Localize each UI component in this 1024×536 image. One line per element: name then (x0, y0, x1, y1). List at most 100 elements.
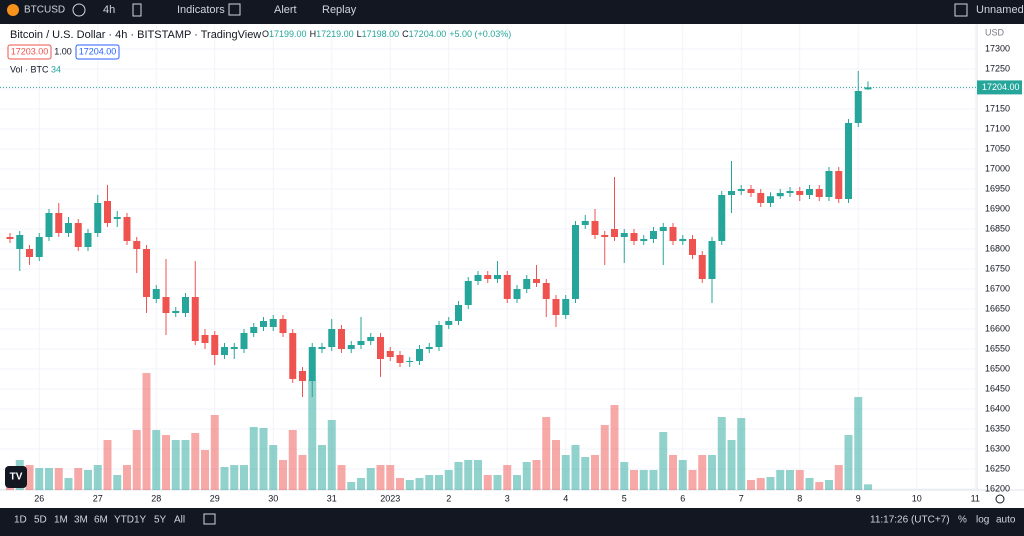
settings[interactable] (995, 494, 1005, 504)
candle-body (533, 279, 540, 283)
candle-body (601, 235, 609, 237)
candle-body (406, 361, 414, 362)
candle-body (113, 217, 121, 219)
bid: 17203.00 (11, 46, 49, 56)
volume-bar (678, 460, 687, 490)
candle-body (74, 223, 82, 247)
range-button[interactable]: 6M (94, 515, 108, 526)
candle-body (767, 196, 774, 203)
candle-body (845, 123, 852, 199)
volume-bar (747, 480, 755, 490)
candle-body (698, 255, 706, 279)
range-button[interactable]: 1Y (134, 515, 147, 526)
c: 17204.00 (409, 29, 447, 39)
o-label: O (262, 29, 269, 39)
volume-bar (396, 478, 404, 490)
chart-type[interactable] (132, 3, 142, 17)
volume-bar (240, 465, 248, 490)
volume-bar (474, 460, 482, 490)
volume-bar (405, 480, 414, 490)
x-tick-label: 28 (151, 493, 161, 503)
vol-value: 34 (51, 64, 61, 74)
layout-name[interactable]: Unnamed (976, 4, 1024, 16)
layout-icon[interactable] (954, 3, 968, 17)
volume-bar (444, 470, 453, 490)
volume-bar (805, 478, 814, 490)
volume-bar (776, 470, 785, 490)
interval[interactable]: 4h (103, 4, 115, 16)
candle-body (84, 233, 92, 247)
candle-body (464, 281, 472, 305)
volume-bar (269, 445, 278, 490)
volume-bar (318, 445, 326, 490)
y-tick-label: 16200 (985, 483, 1010, 493)
range-button[interactable]: 3M (74, 515, 88, 526)
candle-body (143, 249, 150, 297)
candle-body (494, 275, 501, 279)
volume-bar (454, 462, 463, 490)
replay[interactable]: Replay (322, 4, 357, 16)
candle-body (260, 321, 267, 327)
candle-body (786, 191, 794, 193)
indicators[interactable]: Indicators (177, 4, 225, 16)
x-tick-label: 11 (971, 493, 980, 503)
log[interactable]: log (976, 515, 989, 526)
date-range[interactable] (203, 513, 216, 525)
h-label: H (310, 29, 317, 39)
y-tick-label: 16900 (985, 203, 1010, 213)
volume-bar (581, 457, 590, 490)
volume-bar (113, 475, 122, 490)
range-button[interactable]: 1D (14, 515, 27, 526)
alert[interactable]: Alert (274, 4, 297, 16)
range-button[interactable]: 1M (54, 515, 68, 526)
currency[interactable]: USD (985, 27, 1005, 37)
volume-bar (630, 470, 638, 490)
templates[interactable] (228, 3, 241, 16)
candle-body (318, 347, 326, 349)
candle-body (35, 237, 43, 257)
auto[interactable]: auto (996, 515, 1016, 526)
candle-body (659, 227, 667, 231)
candle-body (26, 249, 33, 257)
candle-body (650, 231, 657, 239)
volume-bar (854, 397, 863, 490)
range-button[interactable]: 5Y (154, 515, 167, 526)
y-tick-label: 17300 (985, 43, 1010, 53)
y-tick-label: 16250 (985, 463, 1010, 473)
volume-bar (45, 468, 53, 490)
bottom-controls: 1D 5D 1M 3M 6M YTD 1Y 5Y All (14, 515, 185, 526)
volume-bar (162, 435, 170, 490)
candle-body (94, 203, 102, 233)
bottom-bar (0, 508, 1024, 531)
symbol[interactable]: BTCUSD (24, 5, 65, 16)
percent[interactable]: % (958, 515, 967, 526)
y-tick-label: 16950 (985, 183, 1010, 193)
bid-box[interactable] (7, 44, 52, 60)
o: 17199.00 (269, 29, 307, 39)
candle-body (396, 355, 404, 363)
candle-body (16, 235, 24, 249)
add-symbol[interactable] (72, 3, 86, 17)
range-button[interactable]: YTD (114, 515, 134, 526)
x-tick-label: 5 (622, 493, 627, 503)
candle-body (815, 189, 823, 197)
volume-bar (464, 460, 473, 490)
range-button[interactable]: All (174, 515, 185, 526)
volume-bar (483, 475, 492, 490)
x-tick-label: 30 (268, 493, 278, 503)
y-tick-label: 16500 (985, 363, 1010, 373)
ask: 17204.00 (79, 46, 117, 56)
tv-logo[interactable] (5, 466, 27, 488)
volume-bar (415, 478, 424, 490)
tv-logo-text: TV (10, 472, 23, 483)
x-tick-label: 4 (563, 493, 568, 503)
l: 17198.00 (362, 29, 400, 39)
volume-bar (493, 475, 502, 490)
range-button[interactable]: 5D (34, 515, 47, 526)
candle-body (162, 297, 170, 313)
candle-body (455, 305, 462, 321)
ask-box[interactable] (75, 44, 120, 60)
candle-body (552, 299, 560, 315)
